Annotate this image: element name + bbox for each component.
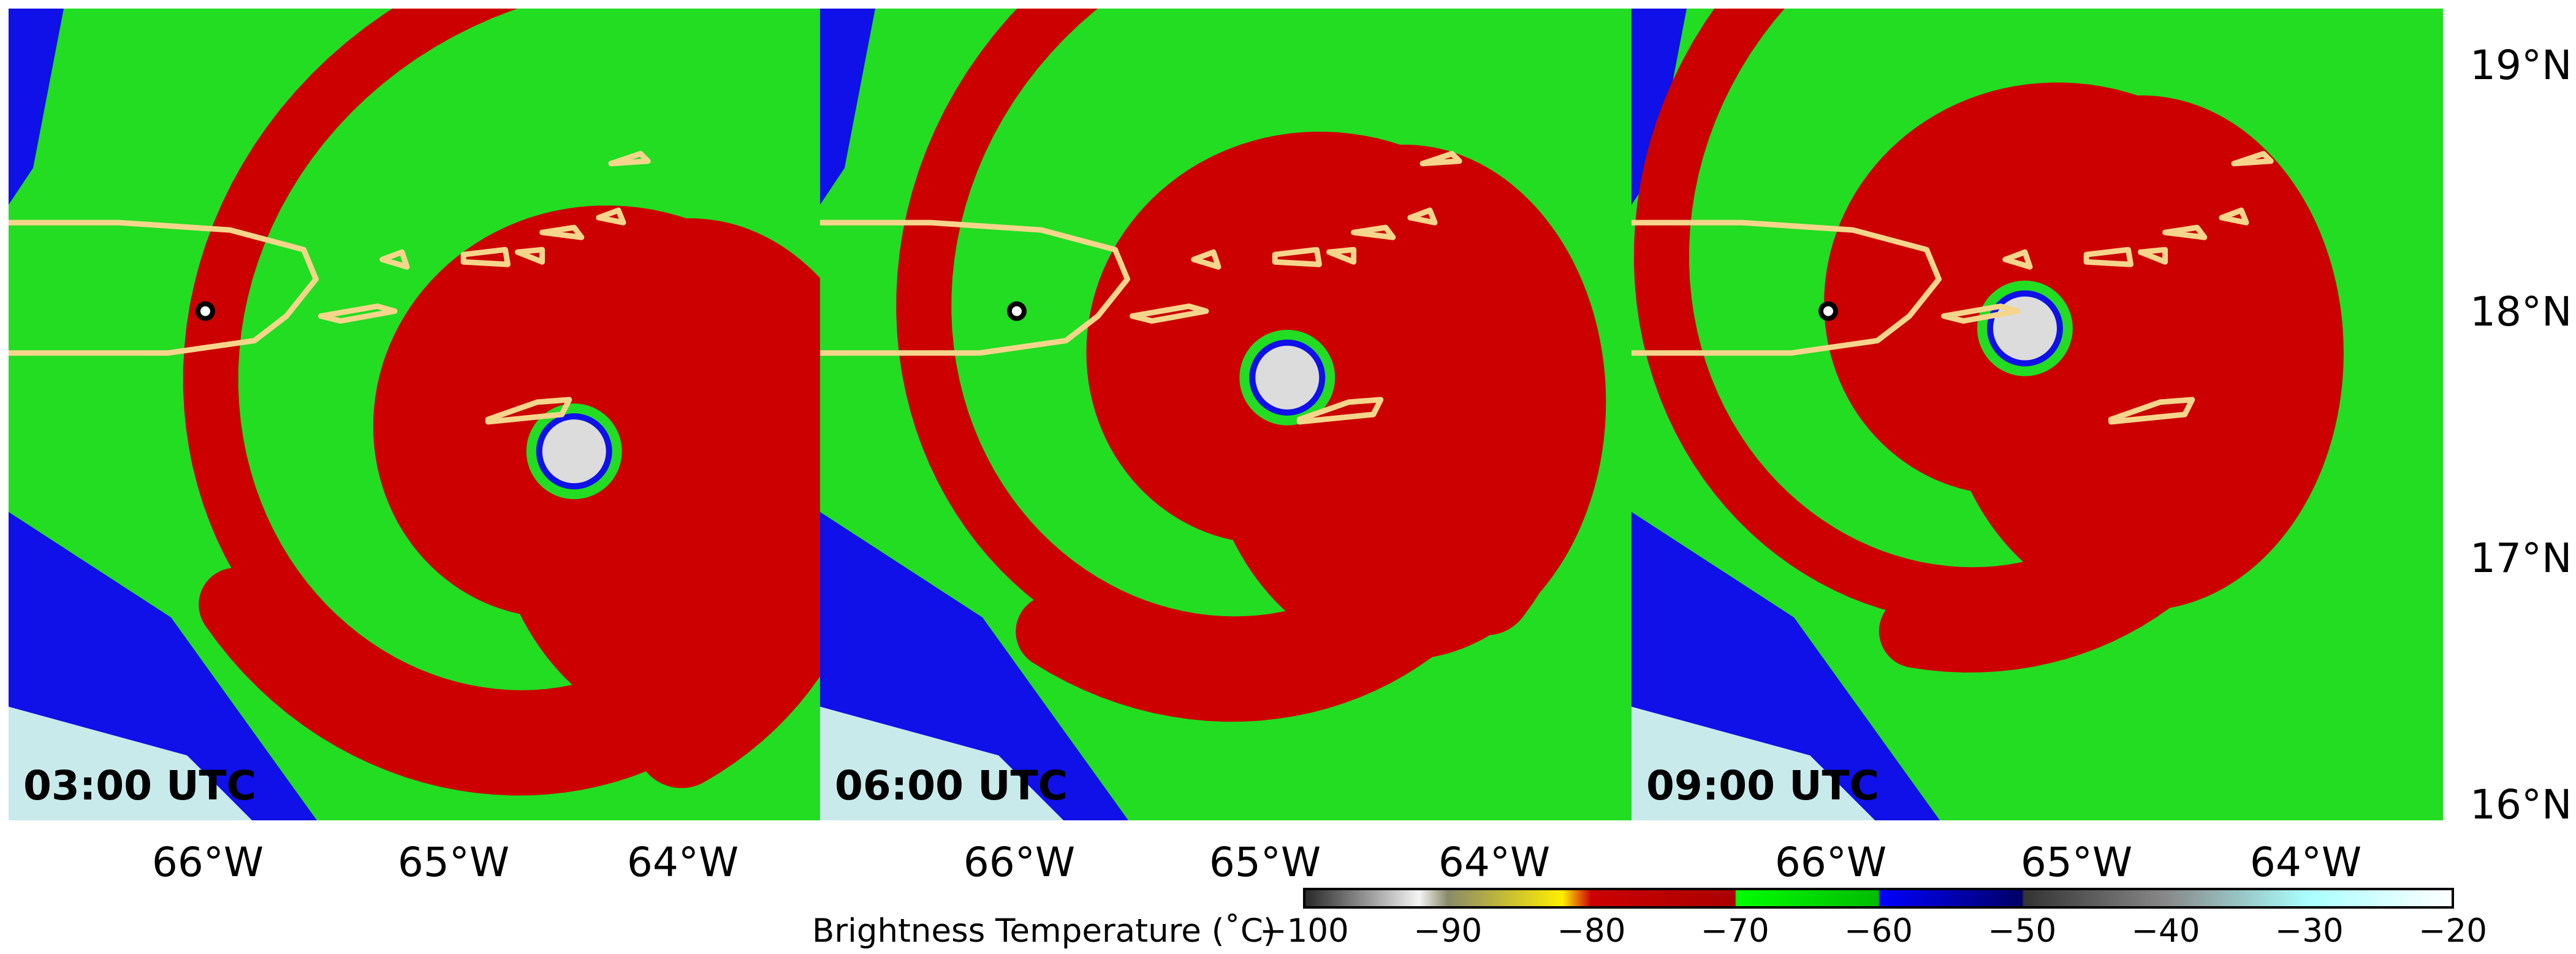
coastline-st-john: [515, 246, 545, 265]
satellite-panel-0600: 06:00 UTC: [820, 9, 1632, 820]
station-marker-center: [200, 306, 210, 316]
lon-label-65w-p3: 65°W: [2020, 839, 2133, 886]
lat-label-19n: 19°N: [2470, 42, 2572, 89]
clear-sky-patch: [9, 706, 253, 820]
colorbar-gradient: [1303, 888, 2454, 909]
station-marker-center: [1823, 306, 1833, 316]
coastline-vieques: [1941, 303, 2021, 324]
map-0600: [820, 9, 1632, 820]
coastline-virgin-gorda: [2219, 207, 2249, 226]
coastline-puerto-rico: [9, 219, 319, 356]
cloud-field: [9, 9, 820, 820]
coastline-tortola: [1351, 224, 1396, 240]
lon-label-64w-p2: 64°W: [1438, 839, 1551, 886]
coastline-st-thomas: [460, 246, 511, 267]
cloud-field: [820, 9, 1632, 820]
lon-label-64w-p1: 64°W: [626, 839, 739, 886]
hurricane-eye: [542, 419, 606, 484]
coastline-anegada: [2231, 151, 2274, 167]
coastline-st-thomas: [1272, 246, 1322, 267]
colorbar-tick-label: −60: [1844, 912, 1913, 950]
colorbar-tick-label: −70: [1700, 912, 1769, 950]
lon-label-65w-p1: 65°W: [397, 839, 510, 886]
map-0900: [1632, 9, 2443, 820]
lat-label-17n: 17°N: [2470, 535, 2572, 582]
coastline-vieques: [1130, 303, 1209, 324]
coastline-puerto-rico: [1632, 219, 1942, 356]
coastline-st-john: [1326, 246, 1357, 265]
coastline-anegada: [1419, 151, 1462, 167]
colorbar-tick-label: −90: [1413, 912, 1483, 950]
convective-core: [488, 218, 820, 734]
coastline-st-croix: [2108, 397, 2195, 425]
satellite-panel-0300: 03:00 UTC: [9, 9, 820, 820]
time-label-0900: 09:00 UTC: [1646, 762, 1880, 809]
coastline-st-croix: [485, 397, 572, 425]
coastline-vieques: [318, 303, 398, 324]
lon-label-66w-p3: 66°W: [1774, 839, 1887, 886]
lon-label-65w-p2: 65°W: [1209, 839, 1321, 886]
time-label-0300: 03:00 UTC: [23, 762, 257, 809]
coastlines: [9, 151, 651, 425]
coastline-culebra: [1191, 249, 1222, 270]
coastline-tortola: [2162, 224, 2208, 240]
coastline-st-thomas: [2083, 246, 2133, 267]
coastline-virgin-gorda: [596, 207, 626, 226]
hurricane-eye: [1255, 345, 1320, 410]
coastlines: [1632, 151, 2274, 425]
colorbar-tick-label: −80: [1557, 912, 1626, 950]
coastlines: [820, 151, 1462, 425]
coastline-anegada: [608, 151, 651, 167]
lon-label-66w-p1: 66°W: [151, 839, 264, 886]
time-label-0600: 06:00 UTC: [835, 762, 1068, 809]
colorbar-tick-label: −30: [2274, 912, 2344, 950]
station-marker-center: [1011, 306, 1022, 316]
satellite-panel-0900: 09:00 UTC: [1632, 9, 2443, 820]
colorbar-tick-label: −100: [1260, 912, 1349, 950]
colorbar: [1303, 888, 2454, 909]
map-0300: [9, 9, 820, 820]
lon-label-66w-p2: 66°W: [963, 839, 1076, 886]
warm-edge-nw: [820, 9, 875, 205]
coastline-culebra: [2002, 249, 2033, 270]
clear-sky-patch: [820, 706, 1064, 820]
colorbar-tick-label: −20: [2418, 912, 2487, 950]
warm-edge-nw: [9, 9, 64, 205]
colorbar-title: Brightness Temperature (˚C): [812, 912, 1276, 950]
convective-core: [1201, 144, 1606, 660]
clear-sky-patch: [1632, 706, 1875, 820]
colorbar-tick-label: −50: [1988, 912, 2057, 950]
coastline-st-croix: [1296, 397, 1384, 425]
coastline-st-john: [2138, 246, 2168, 265]
coastline-puerto-rico: [820, 219, 1130, 356]
lon-label-64w-p3: 64°W: [2249, 839, 2362, 886]
coastline-tortola: [539, 224, 585, 240]
coastline-culebra: [379, 249, 410, 270]
cloud-field: [1632, 9, 2443, 820]
colorbar-tick-label: −40: [2131, 912, 2200, 950]
lat-label-16n: 16°N: [2470, 781, 2572, 828]
coastline-virgin-gorda: [1407, 207, 1438, 226]
warm-edge-nw: [1632, 9, 1687, 205]
lat-label-18n: 18°N: [2470, 288, 2572, 335]
